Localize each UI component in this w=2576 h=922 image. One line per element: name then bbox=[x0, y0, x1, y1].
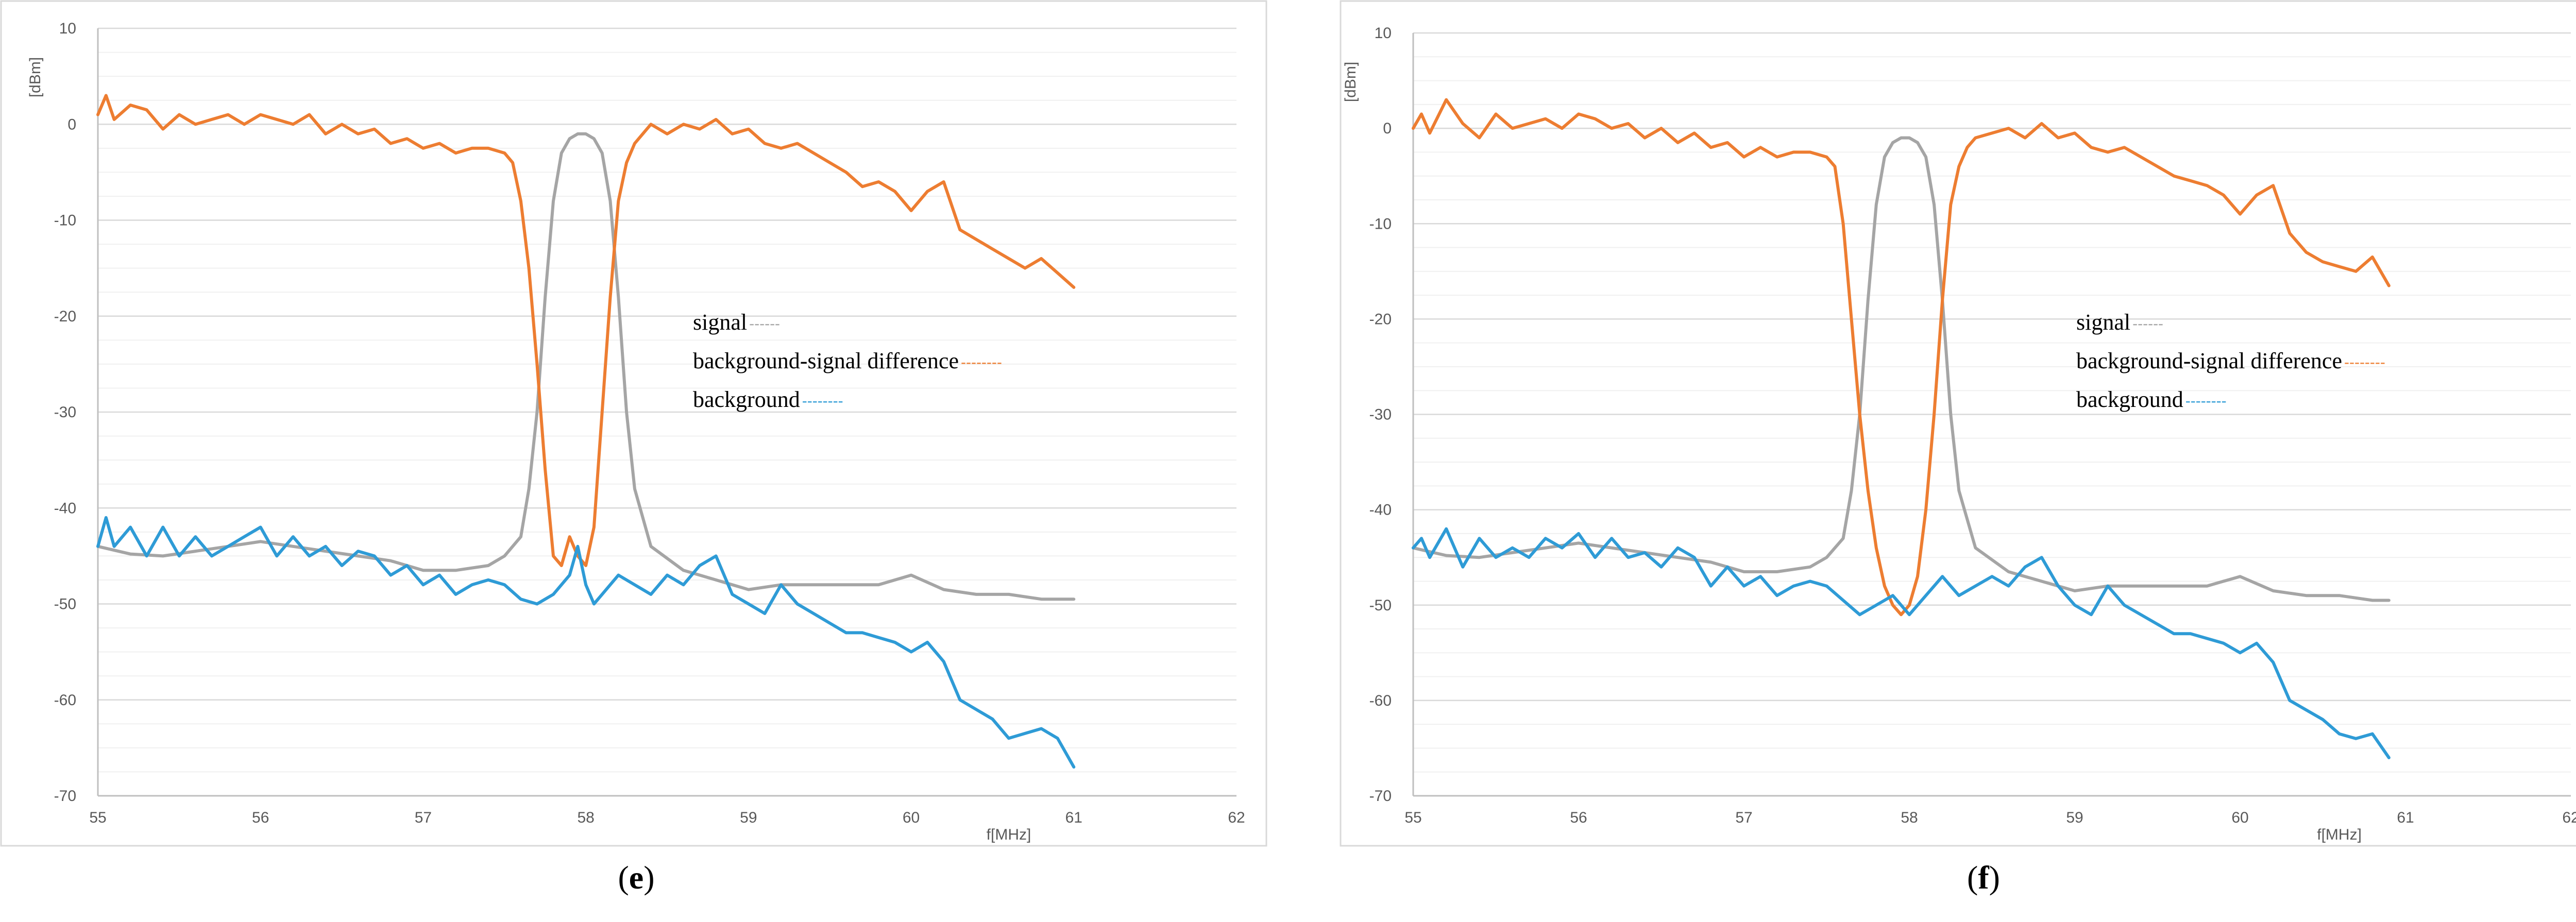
chart-frame bbox=[1340, 0, 2576, 847]
y-tick-label: -60 bbox=[54, 692, 76, 709]
x-tick-label: 56 bbox=[1570, 809, 1587, 826]
legend-label: signal bbox=[693, 310, 747, 335]
x-tick-label: 61 bbox=[2397, 809, 2414, 826]
legend-label: background bbox=[693, 387, 800, 412]
x-tick-label: 62 bbox=[1228, 809, 1245, 826]
chart-frame bbox=[0, 0, 1267, 847]
x-tick-label: 60 bbox=[2231, 809, 2248, 826]
y-tick-label: -20 bbox=[54, 308, 76, 325]
x-tick-label: 58 bbox=[1901, 809, 1918, 826]
x-axis-title: f[MHz] bbox=[987, 826, 1031, 843]
x-tick-label: 57 bbox=[415, 809, 432, 826]
x-tick-label: 55 bbox=[89, 809, 106, 826]
legend-swatch: -------- bbox=[961, 354, 1002, 371]
y-tick-label: 10 bbox=[1375, 25, 1392, 42]
legend-swatch: -------- bbox=[2185, 392, 2227, 409]
y-tick-label: 0 bbox=[67, 116, 76, 133]
legend-swatch: ------ bbox=[749, 315, 780, 332]
series-line-background bbox=[1412, 527, 2391, 759]
y-tick-label: -70 bbox=[54, 788, 76, 805]
legend-swatch: ------ bbox=[2132, 315, 2163, 332]
panel-caption: (e) bbox=[618, 859, 654, 896]
x-tick-label: 56 bbox=[252, 809, 269, 826]
series-line-background bbox=[96, 516, 1076, 769]
chart-panel-f: 10 0 -10 -20 -30 -40 -50 -60 -70 55 56 57 58 59 60 61 62… bbox=[1340, 0, 2576, 896]
x-tick-label: 55 bbox=[1404, 809, 1421, 826]
x-axis-title: f[MHz] bbox=[2317, 826, 2362, 843]
legend-label: signal bbox=[2076, 310, 2130, 335]
legend-swatch: -------- bbox=[802, 392, 843, 409]
series-line-background-signal-difference bbox=[1412, 98, 2391, 617]
y-tick-label: -20 bbox=[1369, 311, 1392, 328]
x-tick-label: 59 bbox=[2066, 809, 2083, 826]
x-tick-label: 62 bbox=[2562, 809, 2576, 826]
y-tick-label: -70 bbox=[1369, 788, 1392, 805]
y-tick-label: -30 bbox=[54, 404, 76, 421]
y-tick-label: -50 bbox=[54, 596, 76, 613]
legend-swatch: -------- bbox=[2344, 354, 2385, 371]
y-tick-label: -50 bbox=[1369, 597, 1392, 614]
legend-label: background-signal difference bbox=[2076, 348, 2342, 373]
y-axis-title: [dBm] bbox=[1342, 62, 1359, 102]
y-tick-label: -10 bbox=[54, 212, 76, 229]
y-tick-label: 0 bbox=[1383, 120, 1392, 137]
series-line-signal bbox=[96, 132, 1076, 601]
x-tick-label: 57 bbox=[1735, 809, 1752, 826]
legend-label: background bbox=[2076, 387, 2183, 412]
x-tick-label: 60 bbox=[903, 809, 920, 826]
y-axis-title: [dBm] bbox=[27, 57, 44, 97]
x-tick-label: 59 bbox=[740, 809, 757, 826]
x-tick-label: 58 bbox=[577, 809, 594, 826]
y-tick-label: -60 bbox=[1369, 692, 1392, 709]
y-tick-label: 10 bbox=[59, 20, 76, 37]
series-line-background-signal-difference bbox=[96, 94, 1076, 567]
y-tick-label: -30 bbox=[1369, 406, 1392, 423]
x-tick-label: 61 bbox=[1065, 809, 1082, 826]
panel-caption: (f) bbox=[1967, 859, 2000, 896]
y-tick-label: -40 bbox=[54, 500, 76, 517]
chart-panel-e: 10 0 -10 -20 -30 -40 -50 -60 -70 55 56 57 58 59 60 61 62… bbox=[0, 0, 1267, 896]
y-tick-label: -40 bbox=[1369, 502, 1392, 519]
legend-label: background-signal difference bbox=[693, 348, 959, 373]
y-tick-label: -10 bbox=[1369, 215, 1392, 232]
